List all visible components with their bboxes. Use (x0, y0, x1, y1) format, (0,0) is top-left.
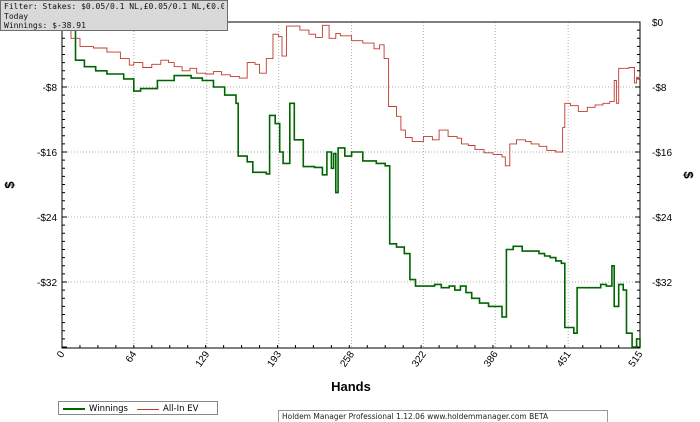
filter-info-box: Filter: Stakes: $0.05/0.1 NL,£0.05/0.1 N… (0, 0, 228, 31)
axis-ticks (61, 21, 640, 348)
filter-text: Filter: Stakes: $0.05/0.1 NL,£0.05/0.1 N… (4, 2, 224, 11)
legend-swatch-allin-ev (137, 408, 159, 410)
series-line-winnings (62, 21, 641, 348)
x-tick-label: 0 (55, 349, 67, 360)
plot-area-border (61, 21, 641, 349)
y-tick-label-left: -$24 (37, 213, 57, 224)
y-axis-title-left: $ (2, 181, 17, 189)
legend-swatch-winnings (63, 408, 85, 410)
y-tick-label-left: -$32 (37, 278, 57, 289)
y-axis-left-labels: $0-$8-$16-$24-$32 (37, 18, 57, 289)
x-tick-label: 451 (555, 349, 574, 369)
legend-label-allin-ev: All-In EV (163, 404, 199, 414)
x-axis-labels: 0 64 129 193 258 322 386 451 515 (55, 349, 645, 369)
y-tick-label-right: -$32 (652, 278, 672, 289)
y-tick-label-right: -$16 (652, 148, 672, 159)
x-tick-label: 193 (265, 349, 284, 369)
series-group (62, 21, 641, 348)
x-tick-label: 129 (194, 349, 213, 369)
winnings-total-text: Winnings: $-38.91 (4, 21, 86, 30)
x-tick-label: 64 (124, 349, 140, 365)
y-tick-label-right: -$8 (652, 83, 667, 94)
footer-watermark: Holdem Manager Professional 1.12.06 www.… (278, 410, 608, 422)
y-tick-label-right: $0 (652, 18, 664, 29)
chart-legend: Winnings All-In EV (58, 401, 218, 415)
x-tick-label: 386 (482, 349, 501, 369)
x-axis-title: Hands (331, 379, 371, 394)
x-tick-label: 322 (410, 349, 429, 369)
y-tick-label-left: -$8 (43, 83, 58, 94)
y-axis-title-right: $ (681, 171, 696, 179)
legend-label-winnings: Winnings (89, 404, 128, 414)
grid (62, 21, 640, 348)
legend-item-winnings: Winnings (63, 404, 128, 414)
period-text: Today (4, 11, 29, 21)
x-tick-label: 515 (627, 349, 646, 369)
y-tick-label-right: -$24 (652, 213, 672, 224)
series-line-allin-ev (62, 21, 641, 167)
y-tick-label-left: -$16 (37, 148, 57, 159)
legend-item-allin-ev: All-In EV (137, 404, 198, 414)
x-tick-label: 258 (338, 349, 357, 369)
y-axis-right-labels: $0 -$8 -$16 -$24 -$32 (652, 18, 672, 289)
